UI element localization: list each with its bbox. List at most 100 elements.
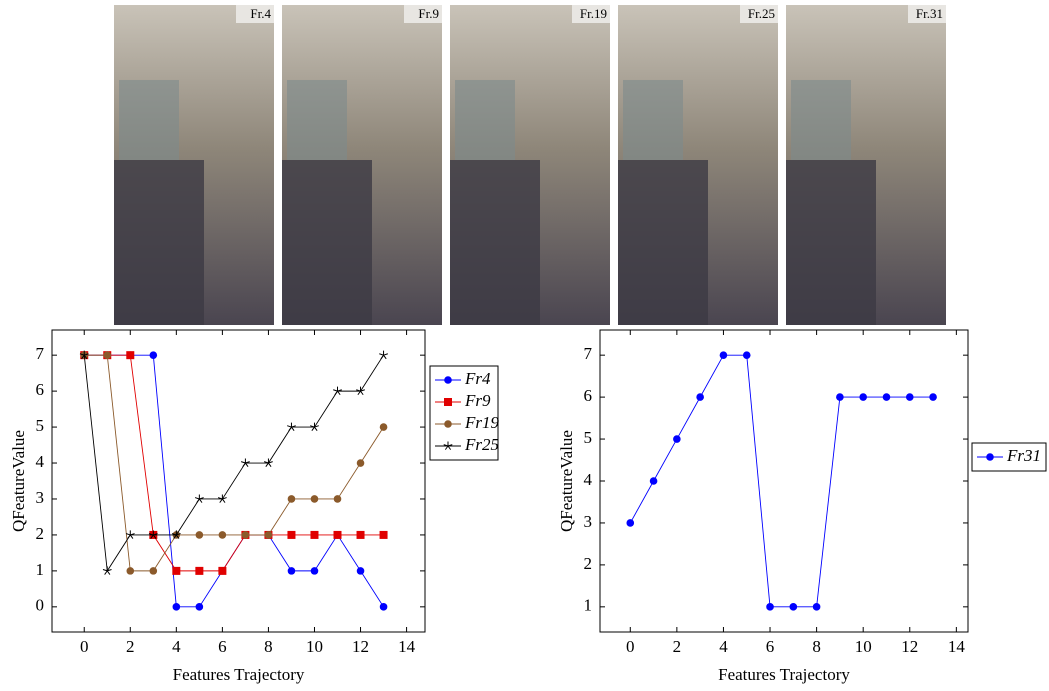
y-tick-label: 3: [36, 488, 45, 507]
marker: [650, 477, 658, 485]
marker: [906, 393, 914, 401]
legend-marker: [444, 398, 452, 406]
marker: [379, 351, 388, 359]
marker: [219, 531, 227, 539]
marker: [380, 531, 388, 539]
plot-frame: [52, 330, 425, 632]
legend-label: Fr9: [464, 391, 491, 410]
x-tick-label: 0: [80, 637, 89, 656]
legend-marker: [986, 453, 994, 461]
marker: [357, 567, 365, 575]
y-tick-label: 5: [584, 428, 593, 447]
chart: 024681012141234567Features TrajectoryQFe…: [557, 330, 1046, 684]
photo-person: [618, 160, 708, 325]
marker: [766, 603, 774, 611]
marker: [173, 603, 181, 611]
marker: [673, 435, 681, 443]
x-tick-label: 2: [673, 637, 682, 656]
x-tick-label: 14: [398, 637, 416, 656]
marker: [696, 393, 704, 401]
frame-label: Fr.31: [916, 6, 943, 21]
legend-label: Fr31: [1006, 446, 1041, 465]
marker: [380, 603, 388, 611]
y-tick-label: 2: [36, 524, 45, 543]
frame-label: Fr.25: [748, 6, 775, 21]
marker: [626, 519, 634, 527]
photo-person: [282, 160, 372, 325]
x-tick-label: 2: [126, 637, 135, 656]
marker: [311, 495, 319, 503]
marker: [195, 567, 203, 575]
marker: [836, 393, 844, 401]
x-tick-label: 8: [264, 637, 273, 656]
x-tick-label: 12: [352, 637, 369, 656]
marker: [859, 393, 867, 401]
photo-window: [791, 80, 851, 160]
photo-row: Fr.4 Fr.9 Fr.19 Fr.25 Fr.31: [114, 5, 946, 325]
photo-person: [114, 160, 204, 325]
photo-window: [455, 80, 515, 160]
y-axis-label: QFeatureValue: [557, 430, 576, 532]
photo-window: [119, 80, 179, 160]
y-tick-label: 5: [36, 416, 45, 435]
legend-marker: [444, 376, 452, 384]
y-tick-label: 4: [584, 470, 593, 489]
marker: [929, 393, 937, 401]
photo-person: [786, 160, 876, 325]
photo-window: [623, 80, 683, 160]
marker: [288, 495, 296, 503]
y-tick-label: 3: [584, 512, 593, 531]
marker: [242, 531, 250, 539]
x-tick-label: 8: [812, 637, 821, 656]
legend-marker: [444, 420, 452, 428]
marker: [334, 495, 342, 503]
frame-label: Fr.4: [250, 6, 271, 21]
y-tick-label: 4: [36, 452, 45, 471]
x-tick-label: 10: [855, 637, 872, 656]
marker: [196, 603, 204, 611]
marker: [380, 423, 388, 431]
marker: [310, 531, 318, 539]
x-tick-label: 14: [948, 637, 966, 656]
y-tick-label: 1: [36, 560, 45, 579]
marker: [287, 531, 295, 539]
marker: [790, 603, 798, 611]
marker: [357, 531, 365, 539]
y-tick-label: 7: [584, 344, 593, 363]
y-tick-label: 1: [584, 596, 593, 615]
x-tick-label: 6: [766, 637, 775, 656]
marker: [126, 567, 134, 575]
marker: [103, 351, 111, 359]
y-axis-label: QFeatureValue: [9, 430, 28, 532]
frame-label: Fr.19: [580, 6, 607, 21]
legend-label: Fr25: [464, 435, 499, 454]
marker: [150, 351, 158, 359]
frame-label: Fr.9: [418, 6, 439, 21]
marker: [265, 531, 273, 539]
marker: [334, 531, 342, 539]
x-tick-label: 4: [719, 637, 728, 656]
x-tick-label: 10: [306, 637, 323, 656]
figure: Fr.4Fr.9Fr.19Fr.25Fr.31 0246810121401234…: [0, 0, 1049, 691]
y-tick-label: 0: [36, 596, 45, 615]
x-tick-label: 6: [218, 637, 227, 656]
marker: [218, 567, 226, 575]
x-tick-label: 0: [626, 637, 635, 656]
marker: [150, 567, 158, 575]
x-tick-label: 12: [901, 637, 918, 656]
photo-window: [287, 80, 347, 160]
series-line: [630, 355, 933, 607]
marker: [720, 351, 728, 359]
y-tick-label: 7: [36, 344, 45, 363]
marker: [288, 567, 296, 575]
x-tick-label: 4: [172, 637, 181, 656]
legend-label: Fr19: [464, 413, 500, 432]
marker: [813, 603, 821, 611]
marker: [103, 566, 112, 574]
y-tick-label: 6: [584, 386, 593, 405]
marker: [126, 351, 134, 359]
marker: [172, 567, 180, 575]
y-tick-label: 2: [584, 554, 593, 573]
